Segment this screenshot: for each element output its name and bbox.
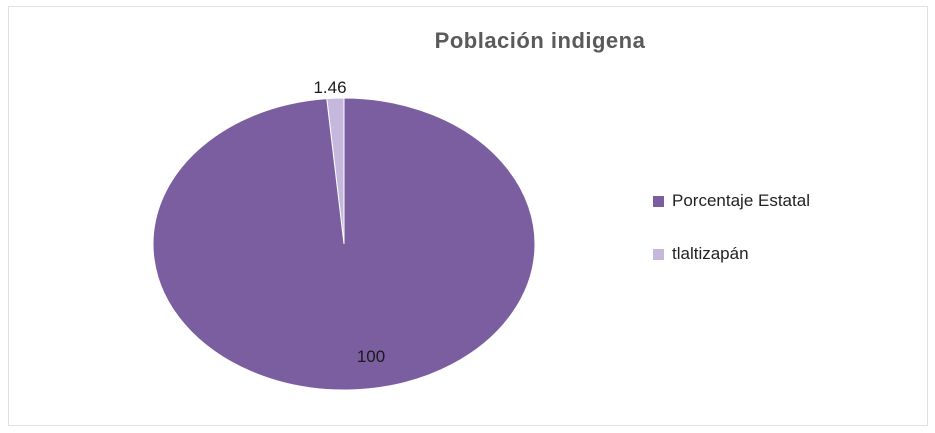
- slice-data-label-porcentaje-estatal: 100: [357, 347, 385, 366]
- legend-swatch: [653, 195, 664, 207]
- legend: Porcentaje Estatal tlaltizapán: [653, 188, 810, 294]
- legend-label: Porcentaje Estatal: [672, 191, 810, 210]
- slice-data-label-tlaltizapan: 1.46: [313, 78, 346, 97]
- chart-title: Población indigena: [434, 28, 646, 53]
- pie-slices: [152, 97, 536, 391]
- legend-label: tlaltizapán: [672, 244, 749, 263]
- legend-item-tlaltizapan: tlaltizapán: [653, 241, 810, 267]
- legend-swatch: [653, 248, 664, 260]
- legend-item-porcentaje-estatal: Porcentaje Estatal: [653, 188, 810, 214]
- pie-slice-porcentaje-estatal: [152, 97, 536, 391]
